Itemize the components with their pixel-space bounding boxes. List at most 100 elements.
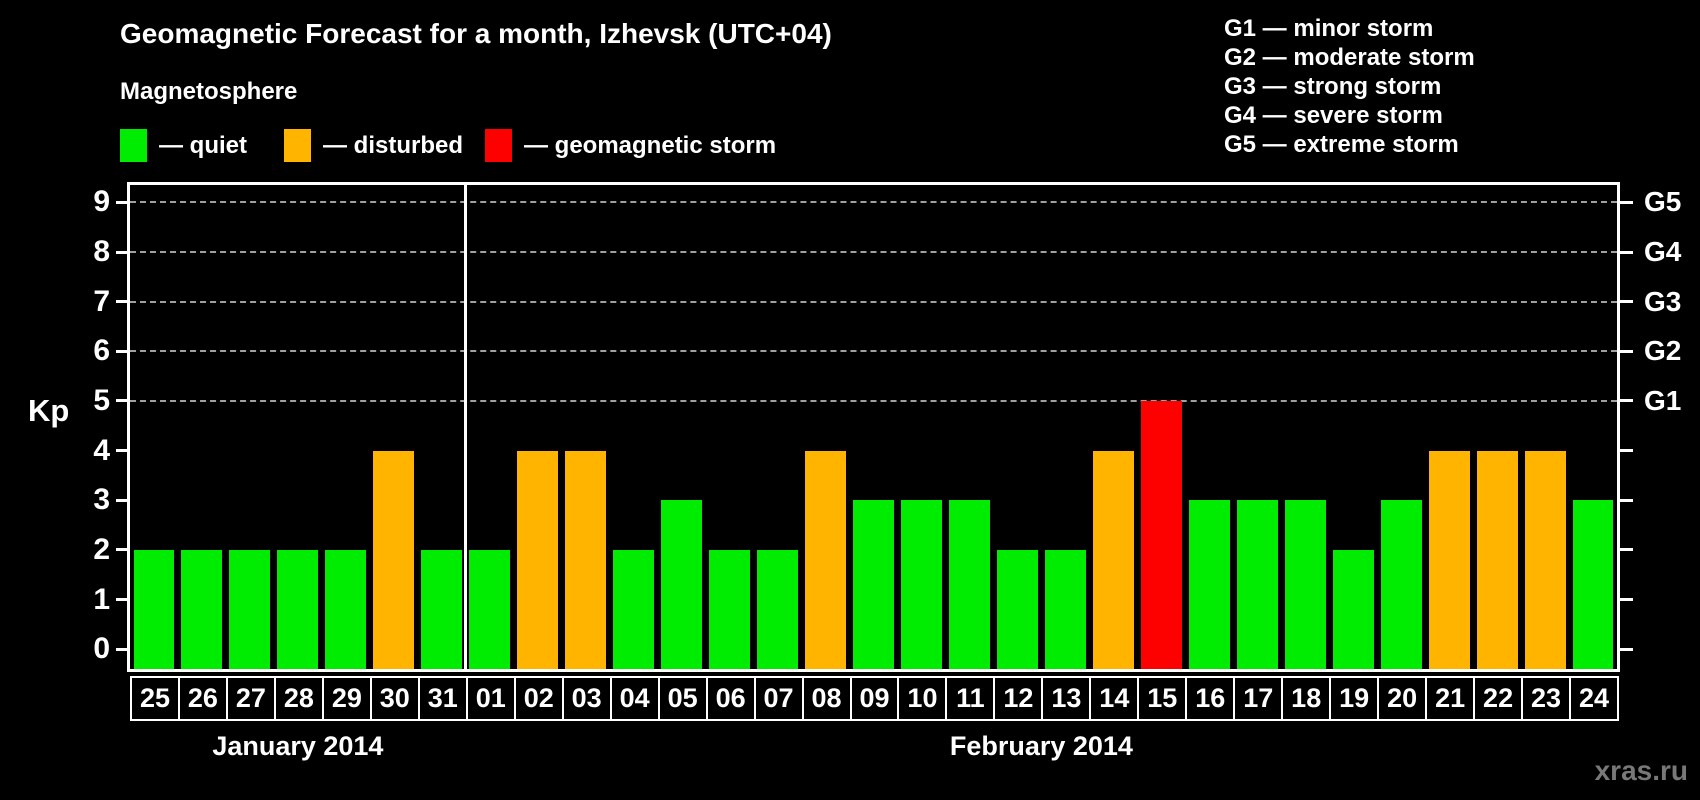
y-axis-tick-left xyxy=(116,647,127,651)
disturbed-color-swatch xyxy=(284,129,311,162)
legend-item-quiet: — quiet xyxy=(120,129,247,162)
kp-bar-day-13 xyxy=(1044,549,1086,669)
legend-label-quiet: — quiet xyxy=(159,131,247,159)
kp-bar-day-06 xyxy=(709,549,751,669)
day-label-box: 16 xyxy=(1185,676,1234,721)
kp-bar-day-09 xyxy=(853,500,894,669)
kp-bar-day-16 xyxy=(1188,500,1230,669)
day-label-box: 23 xyxy=(1521,676,1570,721)
day-label-box: 06 xyxy=(705,676,754,721)
y-axis-tick-right xyxy=(1620,300,1633,304)
kp-bar-day-11 xyxy=(948,500,990,669)
page-title: Geomagnetic Forecast for a month, Izhevs… xyxy=(120,18,832,49)
y-axis-tick-left xyxy=(116,548,127,552)
y-axis-title: Kp xyxy=(28,392,70,428)
y-axis-tick-right xyxy=(1620,349,1633,353)
g-axis-label-g2: G2 xyxy=(1644,335,1682,367)
chart-area: 0 1 2 3 4 5 6 7 8 9 G1 G2 G3 G4 G5 Kp 25 26 27 28 29 30 31 01 02… xyxy=(28,182,1681,761)
y-axis-tick-left xyxy=(116,449,127,453)
y-axis-tick-right xyxy=(1620,200,1633,204)
day-label-box: 10 xyxy=(897,676,946,721)
day-label-box: 07 xyxy=(753,676,802,721)
g1-legend-line: G1 — minor storm xyxy=(1224,15,1434,42)
g-axis-label-g3: G3 xyxy=(1644,285,1682,317)
g-axis-label-g1: G1 xyxy=(1644,384,1682,416)
day-label-box: 22 xyxy=(1473,676,1522,721)
g-scale-legend: G1 — minor storm G2 — moderate storm G3 … xyxy=(1224,14,1475,159)
day-label-box: 14 xyxy=(1089,676,1138,721)
day-label-box: 11 xyxy=(945,676,994,721)
day-label-box: 18 xyxy=(1281,676,1330,721)
gridline-kp6 xyxy=(130,350,1617,353)
plot-area xyxy=(127,182,1620,672)
watermark: xras.ru xyxy=(1594,755,1688,786)
day-label-box: 03 xyxy=(561,676,610,721)
kp-bar-day-17 xyxy=(1236,500,1278,669)
day-label-box: 29 xyxy=(321,676,370,721)
legend-label-disturbed: — disturbed xyxy=(323,131,464,159)
kp-bar-day-22 xyxy=(1476,450,1518,669)
y-axis-label: 5 xyxy=(93,383,110,417)
month-label-1: February 2014 xyxy=(949,731,1133,761)
day-label-box: 05 xyxy=(657,676,706,721)
g3-legend-line: G3 — strong storm xyxy=(1224,73,1442,100)
month-label-0: January 2014 xyxy=(212,731,384,761)
kp-bar-day-10 xyxy=(900,500,942,669)
y-axis-tick-left xyxy=(116,300,127,304)
day-label-box: 19 xyxy=(1329,676,1378,721)
y-axis-label: 9 xyxy=(93,185,110,219)
legend-item-storm: — geomagnetic storm xyxy=(485,129,776,162)
legend-item-disturbed: — disturbed xyxy=(284,129,463,162)
day-label-box: 17 xyxy=(1233,676,1282,721)
g4-legend-line: G4 — severe storm xyxy=(1224,102,1443,129)
kp-bar-day-24 xyxy=(1572,500,1614,669)
kp-bar-day-31 xyxy=(421,549,463,669)
y-axis-tick-right xyxy=(1620,598,1633,601)
day-label-box: 28 xyxy=(273,676,322,721)
y-axis-tick-left xyxy=(116,349,127,353)
kp-bar-day-27 xyxy=(229,549,271,669)
kp-bar-day-26 xyxy=(181,549,223,669)
gridline-kp5 xyxy=(130,399,1617,402)
kp-bar-day-04 xyxy=(613,549,655,669)
kp-bar-day-15 xyxy=(1140,400,1182,669)
y-axis-label: 0 xyxy=(93,632,110,666)
y-axis-tick-right xyxy=(1620,647,1633,651)
kp-bar-day-05 xyxy=(661,500,703,669)
y-axis-tick-right xyxy=(1620,498,1633,502)
kp-bar-day-21 xyxy=(1428,450,1470,669)
kp-bar-day-23 xyxy=(1524,450,1566,669)
y-axis-tick-left xyxy=(116,498,127,502)
y-axis-tick-right xyxy=(1620,548,1633,552)
kp-bar-day-12 xyxy=(996,549,1038,669)
y-axis-label: 2 xyxy=(93,532,110,566)
quiet-color-swatch xyxy=(120,129,147,162)
kp-bar-day-14 xyxy=(1092,450,1134,669)
kp-bar-day-01 xyxy=(469,549,511,669)
gridline-kp7 xyxy=(130,300,1617,303)
day-label-box: 31 xyxy=(417,676,466,721)
day-label-box: 15 xyxy=(1137,676,1186,721)
day-label-box: 13 xyxy=(1041,676,1090,721)
y-axis-tick-left xyxy=(116,200,127,204)
kp-bar-day-19 xyxy=(1332,549,1374,669)
gridline-kp9 xyxy=(130,201,1617,204)
kp-bar-day-02 xyxy=(517,450,559,669)
y-axis-label: 1 xyxy=(93,582,110,616)
kp-bar-day-03 xyxy=(565,450,607,669)
magnetosphere-label: Magnetosphere xyxy=(120,78,298,105)
g5-legend-line: G5 — extreme storm xyxy=(1224,131,1459,158)
day-label-box: 08 xyxy=(801,676,850,721)
y-axis-tick-right xyxy=(1620,399,1633,403)
day-label-box: 09 xyxy=(849,676,898,721)
y-axis-tick-left xyxy=(116,399,127,403)
day-label-box: 21 xyxy=(1425,676,1474,721)
kp-bar-day-29 xyxy=(325,549,367,669)
kp-bar-day-25 xyxy=(133,549,175,669)
kp-bar-day-18 xyxy=(1284,500,1326,669)
g-axis-label-g5: G5 xyxy=(1644,186,1682,218)
y-axis-tick-right xyxy=(1620,250,1633,254)
kp-bar-day-20 xyxy=(1380,500,1422,669)
g-axis-label-g4: G4 xyxy=(1644,236,1682,267)
